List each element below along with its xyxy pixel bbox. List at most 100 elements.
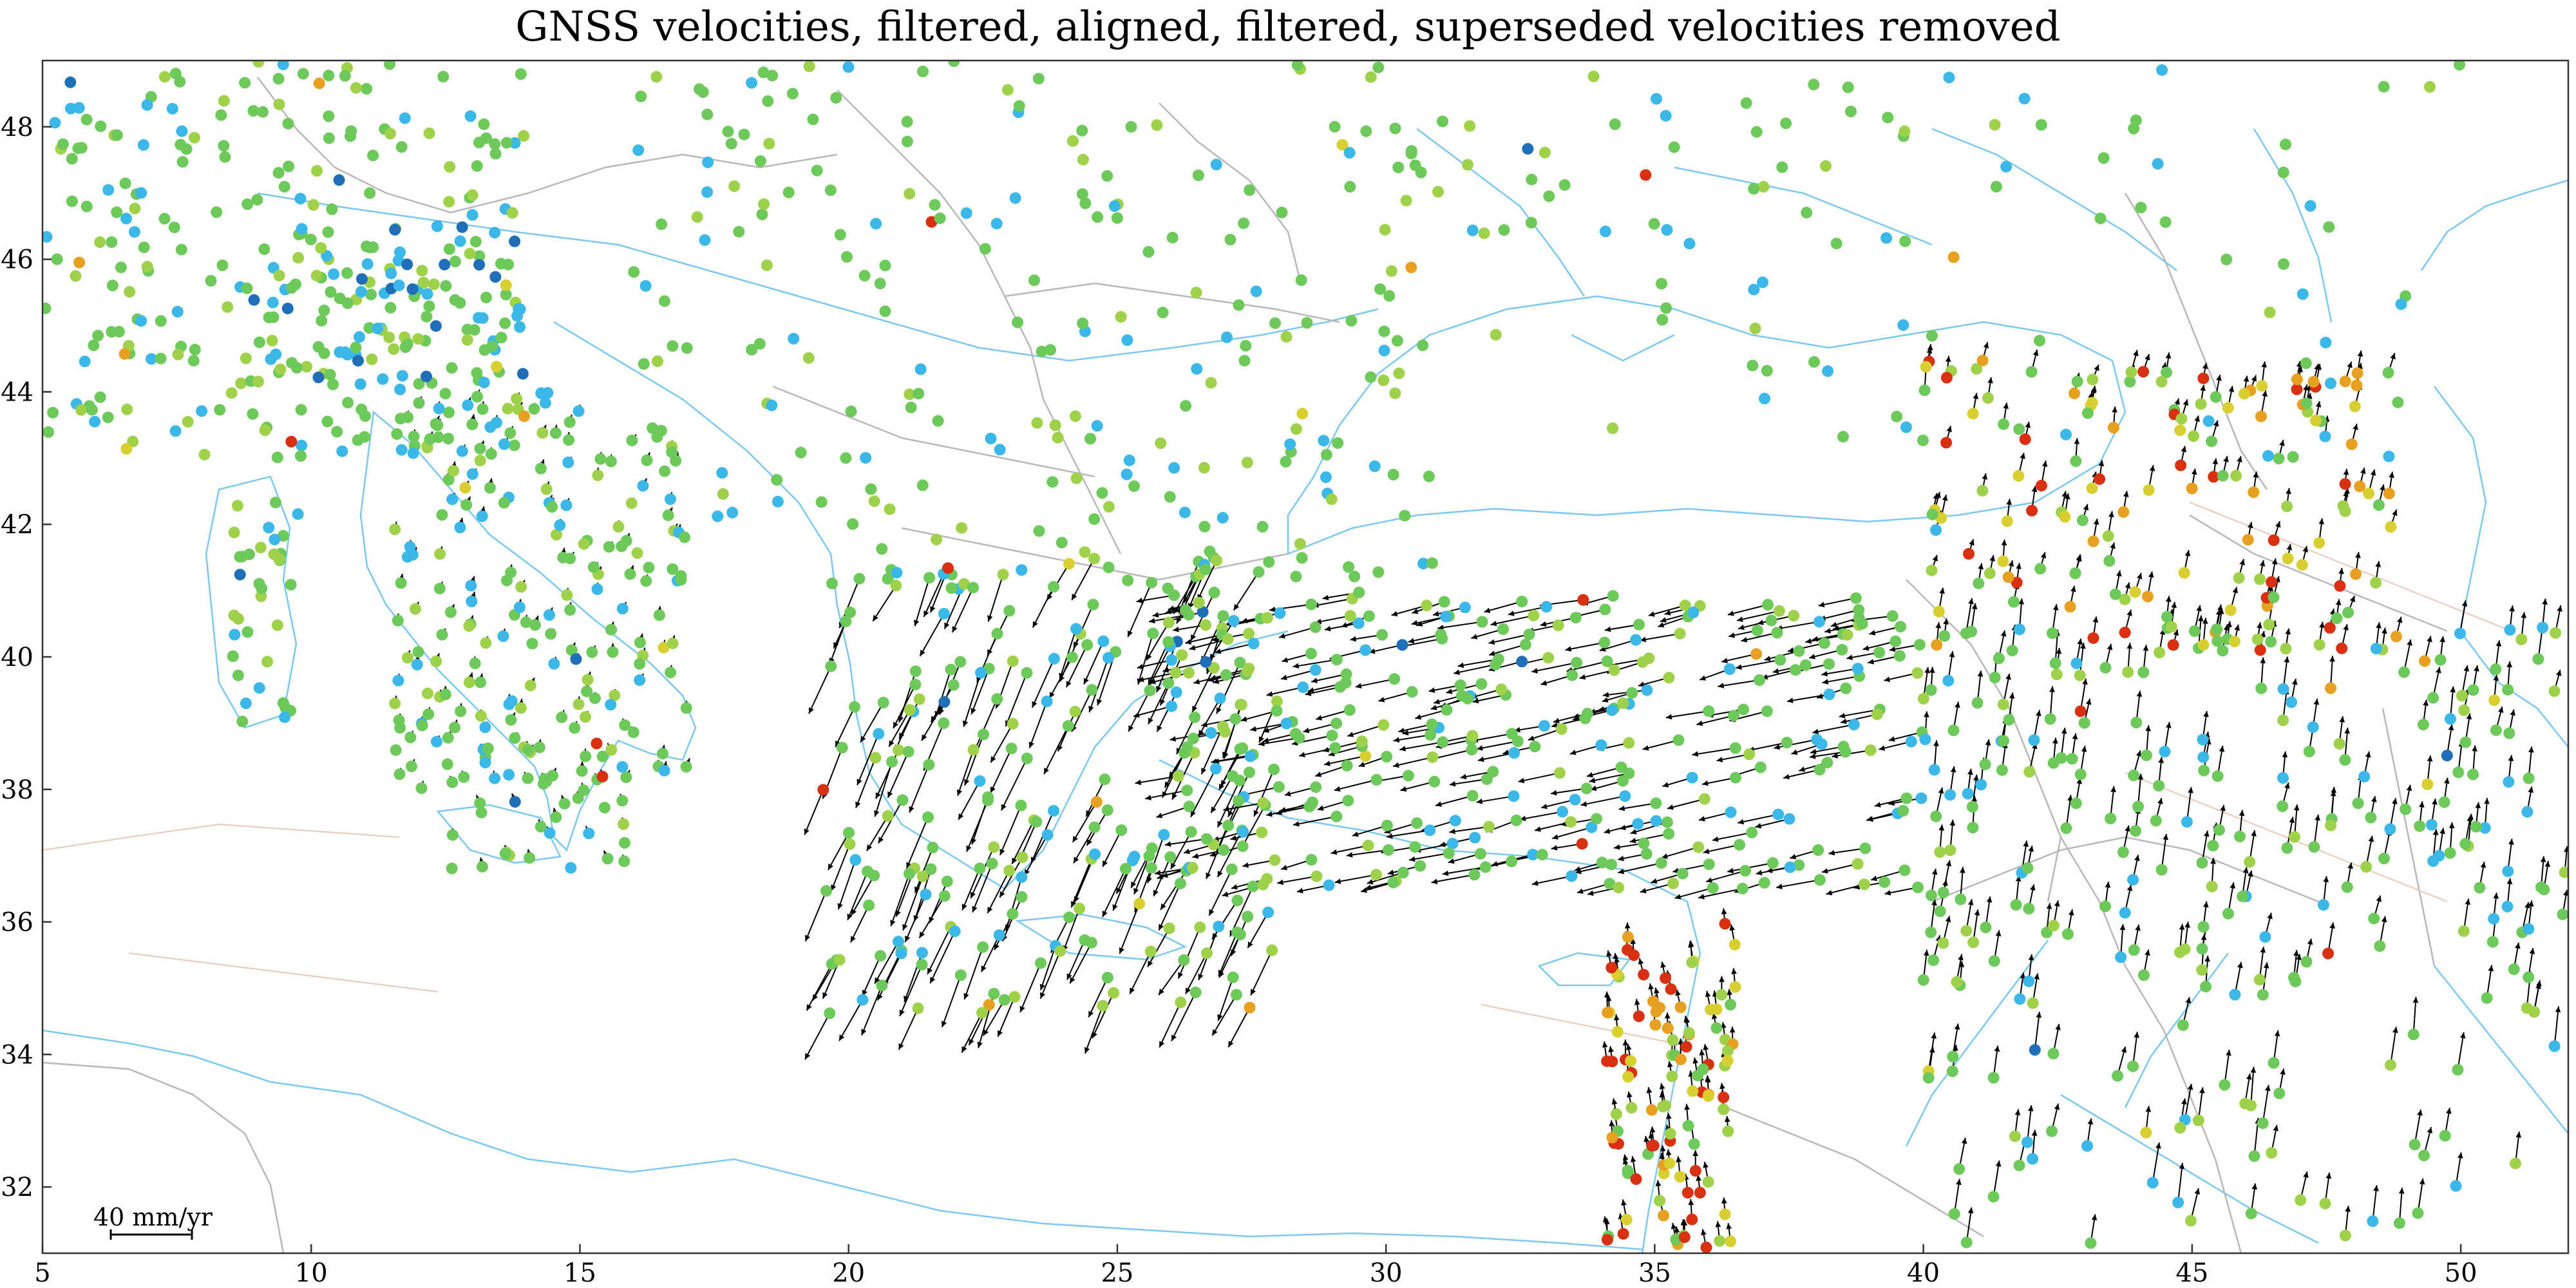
station-marker[interactable] <box>1280 330 1293 343</box>
station-marker[interactable] <box>1012 316 1024 328</box>
station-marker[interactable] <box>66 153 78 165</box>
station-marker[interactable] <box>323 132 335 144</box>
station-marker[interactable] <box>974 775 986 787</box>
station-marker[interactable] <box>274 363 287 375</box>
station-marker[interactable] <box>66 195 78 207</box>
station-marker[interactable] <box>402 412 414 423</box>
station-marker[interactable] <box>301 361 313 373</box>
station-marker[interactable] <box>1001 84 1014 96</box>
station-marker[interactable] <box>890 580 902 592</box>
station-marker[interactable] <box>1103 562 1115 573</box>
station-marker[interactable] <box>1147 627 1159 639</box>
station-marker[interactable] <box>587 561 600 573</box>
station-marker[interactable] <box>218 140 230 152</box>
station-marker[interactable] <box>923 572 936 584</box>
station-marker[interactable] <box>1052 431 1064 444</box>
station-marker[interactable] <box>1111 212 1123 224</box>
station-marker[interactable] <box>576 765 588 777</box>
station-marker[interactable] <box>431 220 443 232</box>
station-marker[interactable] <box>1070 623 1082 635</box>
station-marker[interactable] <box>1331 654 1343 666</box>
station-marker[interactable] <box>444 161 456 173</box>
station-marker[interactable] <box>272 73 285 85</box>
station-marker[interactable] <box>1323 879 1335 891</box>
station-marker[interactable] <box>916 958 928 971</box>
station-marker[interactable] <box>234 569 246 581</box>
station-marker[interactable] <box>1007 717 1019 730</box>
station-marker[interactable] <box>323 110 335 122</box>
station-marker[interactable] <box>491 417 502 429</box>
station-marker[interactable] <box>954 969 967 981</box>
station-marker[interactable] <box>988 988 1000 999</box>
station-marker[interactable] <box>295 404 307 416</box>
station-marker[interactable] <box>909 665 922 677</box>
station-marker[interactable] <box>485 448 497 460</box>
station-marker[interactable] <box>1128 480 1140 492</box>
station-marker[interactable] <box>1332 437 1344 449</box>
station-marker[interactable] <box>489 772 501 784</box>
station-marker[interactable] <box>535 462 547 475</box>
station-marker[interactable] <box>406 761 417 772</box>
station-marker[interactable] <box>1108 987 1120 999</box>
station-marker[interactable] <box>586 646 598 658</box>
station-marker[interactable] <box>364 187 376 199</box>
station-marker[interactable] <box>1009 990 1021 1003</box>
station-marker[interactable] <box>1151 119 1163 131</box>
station-marker[interactable] <box>247 408 259 420</box>
station-marker[interactable] <box>129 202 141 214</box>
station-marker[interactable] <box>1056 536 1068 549</box>
station-marker[interactable] <box>1015 799 1027 811</box>
station-marker[interactable] <box>328 268 340 280</box>
station-marker[interactable] <box>454 522 466 534</box>
station-marker[interactable] <box>484 482 496 494</box>
station-marker[interactable] <box>1121 334 1133 346</box>
station-marker[interactable] <box>219 151 231 163</box>
station-marker[interactable] <box>292 508 304 520</box>
station-marker[interactable] <box>1399 509 1411 522</box>
station-marker[interactable] <box>960 207 972 219</box>
station-marker[interactable] <box>336 445 348 457</box>
station-marker[interactable] <box>603 541 615 553</box>
station-marker[interactable] <box>119 177 131 189</box>
station-marker[interactable] <box>1048 581 1059 593</box>
station-marker[interactable] <box>1400 194 1412 207</box>
station-marker[interactable] <box>187 355 200 367</box>
station-marker[interactable] <box>618 818 630 830</box>
station-marker[interactable] <box>1284 438 1296 450</box>
station-marker[interactable] <box>841 251 853 263</box>
station-marker[interactable] <box>766 399 778 412</box>
station-marker[interactable] <box>232 612 244 625</box>
station-marker[interactable] <box>155 315 167 327</box>
station-marker[interactable] <box>524 679 536 692</box>
station-marker[interactable] <box>639 280 652 292</box>
station-marker[interactable] <box>634 674 646 687</box>
station-marker[interactable] <box>417 276 430 289</box>
station-marker[interactable] <box>1066 651 1078 663</box>
station-marker[interactable] <box>1192 169 1204 182</box>
station-marker[interactable] <box>1063 911 1075 923</box>
station-marker[interactable] <box>849 701 860 713</box>
station-marker[interactable] <box>316 314 328 327</box>
station-marker[interactable] <box>265 353 277 365</box>
station-marker[interactable] <box>844 838 856 850</box>
station-marker[interactable] <box>1168 462 1180 474</box>
station-marker[interactable] <box>1180 400 1192 412</box>
station-marker[interactable] <box>1164 491 1176 503</box>
station-marker[interactable] <box>548 658 560 670</box>
station-marker[interactable] <box>605 455 617 468</box>
station-marker[interactable] <box>286 282 298 294</box>
station-marker[interactable] <box>1911 667 1924 679</box>
station-marker[interactable] <box>361 258 374 270</box>
station-marker[interactable] <box>500 279 512 291</box>
station-marker[interactable] <box>188 131 200 144</box>
station-marker[interactable] <box>1091 420 1103 432</box>
station-marker[interactable] <box>619 719 631 731</box>
station-marker[interactable] <box>1208 587 1220 598</box>
station-marker[interactable] <box>1650 815 1662 827</box>
station-marker[interactable] <box>1096 487 1108 499</box>
station-marker[interactable] <box>176 156 189 168</box>
station-marker[interactable] <box>895 947 907 960</box>
station-marker[interactable] <box>891 567 903 579</box>
station-marker[interactable] <box>474 442 486 455</box>
station-marker[interactable] <box>637 480 649 492</box>
